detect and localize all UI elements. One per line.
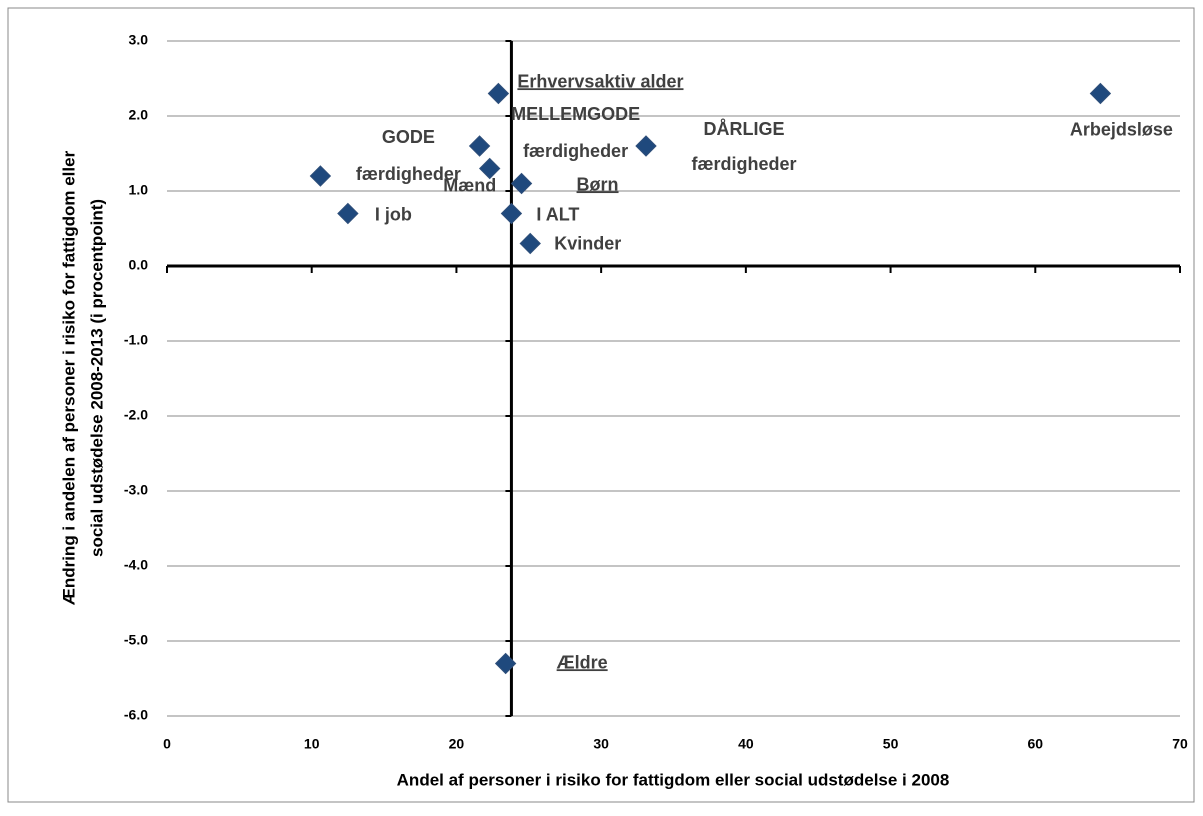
point <box>468 135 491 157</box>
point-label: Mænd <box>443 175 496 195</box>
point <box>479 157 501 180</box>
y-tick-label: 1.0 <box>129 182 149 198</box>
y-axis-title: Ændring i andelen af personer i risiko f… <box>59 150 78 605</box>
point-label: I ALT <box>536 204 579 224</box>
point-label: Kvinder <box>554 233 621 253</box>
x-axis-title: Andel af personer i risiko for fattigdom… <box>397 770 950 789</box>
point-label: Ældre <box>557 652 608 672</box>
y-tick-label: -2.0 <box>124 407 148 423</box>
x-tick-label: 0 <box>163 736 171 752</box>
x-tick-label: 30 <box>593 736 609 752</box>
point-label: DÅRLIGE <box>704 119 785 139</box>
point <box>337 202 359 225</box>
y-tick-label: 3.0 <box>129 32 149 48</box>
point-label: I job <box>375 204 412 224</box>
y-tick-label: 0.0 <box>129 257 149 273</box>
point-label: færdigheder <box>691 154 796 174</box>
point-label: færdigheder <box>523 141 628 161</box>
point <box>494 652 517 675</box>
x-tick-label: 20 <box>449 736 465 752</box>
point-label: Arbejdsløse <box>1070 119 1173 139</box>
x-tick-label: 40 <box>738 736 754 752</box>
y-axis-title: social udstødelse 2008-2013 (i procentpo… <box>87 199 106 557</box>
point <box>1089 82 1112 105</box>
point-label: Erhvervsaktiv alder <box>517 71 683 91</box>
point-label: GODE <box>382 127 435 147</box>
point <box>500 202 523 225</box>
y-tick-label: -5.0 <box>124 632 148 648</box>
x-tick-label: 60 <box>1027 736 1043 752</box>
y-tick-label: -3.0 <box>124 482 148 498</box>
point <box>510 172 533 195</box>
chart-border <box>7 7 1195 803</box>
x-tick-label: 70 <box>1172 736 1188 752</box>
point-label: færdigheder <box>356 164 461 184</box>
point <box>309 165 332 187</box>
x-tick-label: 50 <box>883 736 899 752</box>
y-tick-label: -4.0 <box>124 557 148 573</box>
point <box>635 135 657 157</box>
y-tick-label: -6.0 <box>124 707 148 723</box>
point-label: MELLEMGODE <box>511 104 640 124</box>
y-tick-label: -1.0 <box>124 332 148 348</box>
point <box>487 82 510 105</box>
point <box>519 232 541 255</box>
y-tick-label: 2.0 <box>129 107 149 123</box>
x-tick-label: 10 <box>304 736 320 752</box>
point-label: Børn <box>577 174 619 194</box>
